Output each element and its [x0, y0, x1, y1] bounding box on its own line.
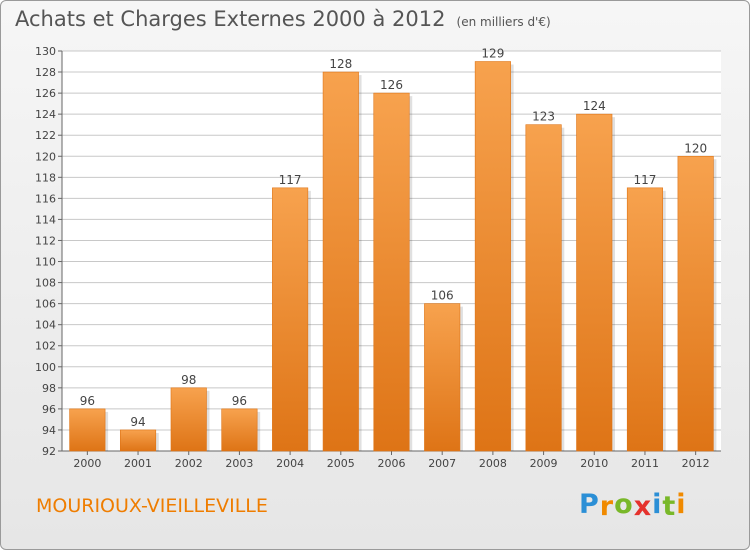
bar-2008 [474, 61, 511, 452]
y-tick-label: 116 [35, 192, 56, 205]
data-label: 128 [329, 57, 352, 71]
y-tick-label: 100 [35, 361, 56, 374]
data-label: 124 [583, 99, 606, 113]
bar-2006 [373, 92, 410, 452]
chart-title-text: Achats et Charges Externes 2000 à 2012 [15, 7, 446, 31]
data-label: 106 [431, 289, 454, 303]
y-tick-label: 120 [35, 150, 56, 163]
data-label: 123 [532, 110, 555, 124]
y-tick-label: 106 [35, 298, 56, 311]
data-label: 117 [279, 173, 302, 187]
y-tick-label: 98 [42, 382, 56, 395]
y-tick-label: 128 [35, 66, 56, 79]
y-tick-label: 108 [35, 277, 56, 290]
x-tick-label: 2010 [580, 457, 608, 470]
y-tick-label: 102 [35, 340, 56, 353]
axes: 92 94 96 98 100 102 104 106 108 110 112 114 116 118 12… [35, 45, 721, 470]
y-tick-label: 112 [35, 234, 56, 247]
chart-unit-text: (en milliers d'€) [456, 15, 551, 29]
x-tick-label: 2008 [479, 457, 507, 470]
y-tick-label: 94 [42, 424, 56, 437]
x-tick-label: 2003 [225, 457, 253, 470]
x-tick-label: 2001 [124, 457, 152, 470]
x-tick-label: 2006 [378, 457, 406, 470]
bar-2005 [322, 71, 359, 452]
logo-letter: i [652, 489, 663, 520]
data-label: 120 [684, 141, 707, 155]
data-label: 94 [130, 415, 145, 429]
logo-letter: P [579, 489, 600, 520]
y-tick-label: 122 [35, 129, 56, 142]
bar-2007 [424, 303, 461, 452]
x-tick-label: 2009 [530, 457, 558, 470]
logo-letter: o [614, 489, 634, 520]
logo-letter: r [599, 491, 615, 522]
x-tick-label: 2004 [276, 457, 304, 470]
y-tick-label: 104 [35, 319, 56, 332]
y-tick-label: 114 [35, 213, 56, 226]
data-label: 96 [232, 394, 247, 408]
bars [69, 61, 717, 452]
x-tick-label: 2012 [682, 457, 710, 470]
y-tick-label: 118 [35, 171, 56, 184]
y-tick-label: 130 [35, 45, 56, 58]
bar-2002 [170, 387, 207, 452]
x-tick-label: 2007 [428, 457, 456, 470]
bar-2003 [221, 408, 258, 452]
y-tick-label: 92 [42, 445, 56, 458]
data-label: 96 [80, 394, 95, 408]
bar-2011 [626, 187, 664, 452]
data-labels: 96 94 98 96 117 128 126 106 129 123 124 117 120 [80, 47, 707, 429]
y-tick-label: 126 [35, 87, 56, 100]
y-tick-label: 96 [42, 403, 56, 416]
commune-name: MOURIOUX-VIEILLEVILLE [36, 495, 268, 517]
bar-2000 [69, 408, 106, 452]
x-tick-label: 2011 [631, 457, 659, 470]
chart-title: Achats et Charges Externes 2000 à 2012 (… [15, 7, 551, 31]
x-tick-label: 2000 [73, 457, 101, 470]
bar-2009 [525, 124, 562, 452]
bar-2004 [272, 187, 309, 452]
logo-letter: t [662, 491, 677, 522]
data-label: 98 [181, 373, 196, 387]
proxiti-logo[interactable]: Proxiti [579, 489, 687, 522]
bar-2010 [576, 113, 613, 452]
data-label: 126 [380, 78, 403, 92]
data-label: 117 [634, 173, 657, 187]
y-tick-label: 124 [35, 108, 56, 121]
x-tick-label: 2005 [327, 457, 355, 470]
logo-letter: i [676, 489, 687, 520]
y-tick-label: 110 [35, 256, 56, 269]
x-tick-label: 2002 [175, 457, 203, 470]
bar-2012 [677, 155, 714, 452]
bar-2001 [119, 429, 157, 452]
logo-letter: x [633, 491, 653, 522]
data-label: 129 [481, 47, 504, 61]
